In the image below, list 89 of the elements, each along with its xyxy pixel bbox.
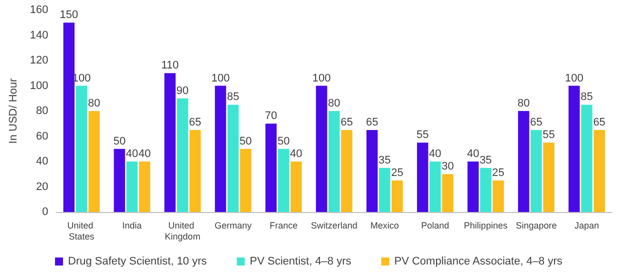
- data-label: 50: [277, 135, 290, 148]
- bar: [190, 130, 201, 212]
- data-label: 55: [416, 129, 429, 142]
- bar: [176, 98, 188, 212]
- bar: [126, 162, 138, 212]
- x-tick-label: United Kingdom: [164, 220, 200, 242]
- data-label: 65: [366, 116, 378, 128]
- bar: [139, 162, 150, 212]
- y-tick-label: 60: [36, 130, 48, 142]
- y-tick-label: 40: [36, 156, 48, 168]
- bar: [442, 174, 454, 212]
- data-label: 30: [442, 160, 454, 173]
- y-tick-label: 140: [30, 29, 48, 42]
- bar: [290, 162, 302, 212]
- bar: [468, 162, 479, 212]
- x-tick-label: Mexico: [370, 220, 399, 230]
- data-label: 100: [211, 72, 230, 84]
- data-label: 80: [328, 98, 340, 110]
- legend-label: PV Scientist, 4–8 yrs: [250, 256, 352, 268]
- legend-label: PV Compliance Associate, 4–8 yrs: [394, 256, 563, 268]
- data-label: 85: [580, 91, 593, 104]
- bar: [164, 73, 176, 212]
- data-label: 40: [290, 148, 302, 160]
- bar: [240, 148, 252, 212]
- bar: [341, 130, 352, 212]
- bar: [278, 148, 290, 212]
- x-tick-label: United States: [67, 220, 96, 242]
- x-tick-label: Switzerland: [310, 220, 358, 230]
- data-label: 50: [113, 135, 126, 148]
- data-label: 100: [312, 72, 331, 84]
- bar: [265, 124, 277, 212]
- x-tick-label: Singapore: [516, 220, 557, 230]
- data-label: 85: [226, 91, 240, 104]
- bar: [379, 168, 390, 212]
- bar: [492, 180, 504, 212]
- bar: [594, 130, 605, 212]
- data-label: 65: [189, 116, 202, 128]
- x-tick-label: Poland: [421, 220, 450, 230]
- bar: [227, 104, 239, 212]
- bar: [88, 111, 100, 212]
- x-tick-label: India: [122, 220, 142, 230]
- y-tick-label: 160: [30, 4, 48, 16]
- bar: [480, 168, 492, 212]
- bar: [392, 180, 403, 212]
- data-label: 80: [88, 98, 100, 110]
- bar: [518, 111, 530, 212]
- y-tick-label: 0: [42, 206, 48, 218]
- data-label: 150: [60, 9, 78, 22]
- x-tick-label: Philippines: [464, 220, 508, 230]
- data-label: 90: [176, 84, 189, 97]
- y-tick-label: 20: [36, 180, 48, 193]
- bar: [316, 86, 328, 212]
- bar: [214, 86, 226, 212]
- data-label: 25: [492, 166, 504, 179]
- data-label: 65: [530, 116, 542, 128]
- bar: [530, 130, 542, 212]
- data-label: 35: [378, 154, 391, 166]
- y-tick-label: 100: [30, 80, 48, 92]
- legend-label: Drug Safety Scientist, 10 yrs: [68, 256, 208, 268]
- x-tick-label: France: [270, 220, 298, 230]
- y-tick-label: 120: [30, 54, 48, 66]
- data-label: 70: [264, 110, 278, 122]
- bar: [328, 111, 340, 212]
- data-label: 40: [429, 148, 442, 160]
- bar: [430, 162, 441, 212]
- data-label: 40: [466, 148, 480, 160]
- data-label: 35: [480, 154, 492, 166]
- data-label: 25: [391, 166, 404, 179]
- data-label: 50: [240, 135, 252, 148]
- data-label: 110: [161, 60, 179, 72]
- bar: [63, 22, 75, 212]
- bar: [568, 86, 580, 212]
- bar: [114, 148, 126, 212]
- data-label: 65: [340, 116, 353, 128]
- x-tick-label: Germany: [214, 220, 252, 230]
- data-label: 100: [564, 72, 584, 84]
- data-label: 55: [542, 129, 555, 142]
- data-label: 40: [138, 148, 151, 160]
- x-tick-label: Japan: [574, 220, 600, 230]
- y-tick-label: 80: [36, 105, 48, 117]
- y-axis-title: In USD/ Hour: [8, 78, 20, 144]
- data-label: 40: [126, 148, 138, 160]
- bar: [543, 142, 554, 212]
- data-label: 80: [518, 98, 530, 110]
- bar: [76, 86, 88, 212]
- bar: [416, 142, 428, 212]
- bar: [581, 104, 592, 212]
- data-label: 65: [593, 116, 606, 128]
- bar: [366, 130, 378, 212]
